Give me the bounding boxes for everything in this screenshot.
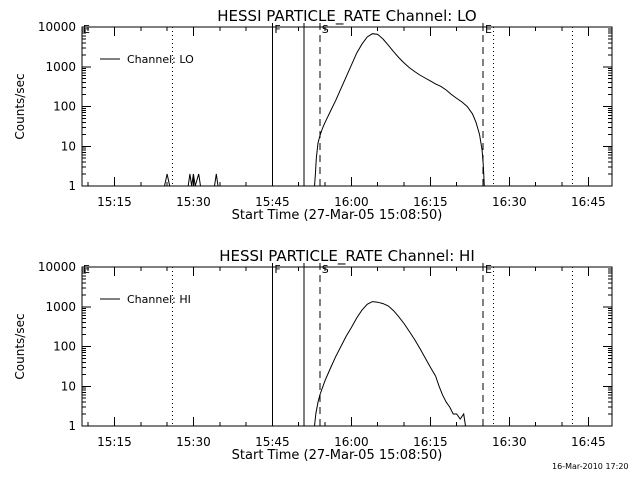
panel1-x-axis-label: Start Time (27-Mar-05 15:08:50) [232,208,443,223]
panel2-x-tick-label: 16:45 [571,435,606,449]
panel2-x-tick-label: 15:45 [255,435,290,449]
panel1-marker-label: E [485,23,492,36]
panel2-y-tick-label: 1 [68,419,76,433]
panel1-y-tick-label: 1000 [45,60,76,74]
panel2-x-axis-label: Start Time (27-Mar-05 15:08:50) [232,448,443,463]
panel1-plot-frame [81,26,613,187]
panel2-y-axis-label: Counts/sec [13,313,27,379]
panel1-y-tick-label: 1 [68,179,76,193]
panel2-legend-label: Channel: HI [127,293,191,306]
panel1-x-tick-label: 15:30 [176,195,211,209]
panel1-y-tick-label: 100 [53,100,76,114]
panel1-title: HESSI PARTICLE_RATE Channel: LO [217,7,476,26]
panel2-y-tick-label: 10000 [38,260,76,274]
footer-timestamp: 16-Mar-2010 17:20 [552,462,629,471]
panel2-marker-label: F [274,263,280,276]
panel2-x-tick-label: 16:30 [492,435,527,449]
panel2-marker-label: S [322,263,329,276]
panel1-marker-label: S [322,23,329,36]
panel1-x-tick-label: 16:30 [492,195,527,209]
panel2-y-tick-label: 10 [61,379,76,393]
panel2-x-tick-label: 15:30 [176,435,211,449]
panel2-edge-marker-label: E [83,263,90,276]
panel1-marker-label: F [274,23,280,36]
panel1-y-tick-label: 10000 [38,20,76,34]
panel2-plot-frame [81,266,613,427]
panel2-y-tick-label: 1000 [45,300,76,314]
panel2-y-tick-label: 100 [53,340,76,354]
panel1-y-tick-label: 10 [61,139,76,153]
panel1-legend-label: Channel: LO [127,53,194,66]
panel1-x-tick-label: 16:15 [413,195,448,209]
panel2-x-tick-label: 16:15 [413,435,448,449]
panel1-y-axis-label: Counts/sec [13,73,27,139]
panel1-x-tick-label: 15:15 [97,195,132,209]
panel2-title: HESSI PARTICLE_RATE Channel: HI [219,247,475,266]
panel1-x-tick-label: 15:45 [255,195,290,209]
panel1-x-tick-label: 16:45 [571,195,606,209]
panel2-x-tick-label: 15:15 [97,435,132,449]
panel1-x-tick-label: 16:00 [334,195,369,209]
panel1-series-line [164,33,485,187]
panel1-edge-marker-label: E [83,23,90,36]
panel2-marker-label: E [485,263,492,276]
panel2-series-line [314,301,466,427]
panel2-x-tick-label: 16:00 [334,435,369,449]
